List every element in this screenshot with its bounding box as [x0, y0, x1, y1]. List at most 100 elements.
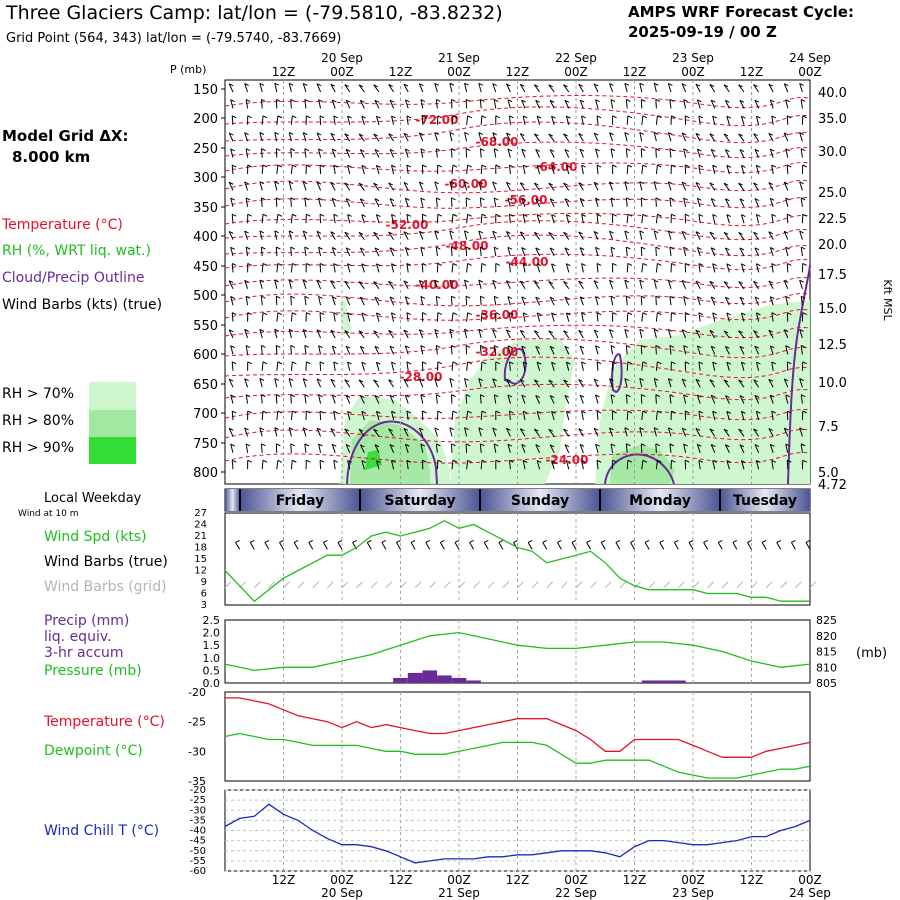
wind-barb	[451, 164, 454, 175]
wind-barb-flag	[436, 394, 441, 398]
wind-barb-flag	[436, 197, 441, 201]
wind-barb	[709, 330, 716, 339]
wind-barb	[641, 165, 644, 175]
wind-barb-flag	[465, 394, 471, 398]
wind-barb-flag	[683, 197, 688, 201]
wind-barb	[464, 132, 468, 142]
wind-barb-flag	[437, 459, 443, 463]
wind-barb-flag	[478, 82, 484, 86]
wind-barb	[624, 427, 628, 437]
wind-barb	[450, 148, 453, 158]
wind-barb	[506, 329, 511, 339]
wind-barb-flag	[609, 132, 614, 136]
wind-barbs-grid	[228, 82, 807, 470]
dewpoint-line	[224, 732, 811, 779]
wind-barb	[740, 312, 745, 322]
wind-barb	[754, 247, 760, 257]
wind-barb-flag	[683, 148, 688, 152]
wind-barb-flag	[756, 115, 761, 119]
wind-barb-flag	[596, 459, 602, 463]
wind-barb-flag	[725, 296, 730, 300]
wind-barb	[739, 247, 745, 257]
wind-barb-flag	[784, 132, 789, 136]
wind-barb	[478, 83, 482, 93]
wind-barb	[466, 411, 469, 421]
precip-bar	[656, 680, 672, 683]
wind-barb	[290, 345, 292, 355]
wind-barb	[493, 443, 497, 453]
wind-barb	[535, 444, 541, 454]
wind-barb-flag	[709, 330, 715, 333]
wind-barb-flag	[579, 247, 585, 251]
wind-barb	[535, 247, 541, 257]
wind-barb	[345, 444, 351, 454]
wind-barb-flag	[319, 410, 325, 414]
wind-barb	[712, 411, 716, 421]
wind-barb-flag	[507, 443, 513, 447]
isotherm-label: -32.00	[476, 345, 519, 359]
wind-barb-flag	[697, 443, 702, 447]
wind-barb	[785, 443, 789, 453]
wind-barb-flag	[303, 279, 308, 283]
wind-barb	[563, 84, 570, 93]
wind-barb-flag	[739, 198, 745, 202]
wind-barb-flag	[657, 263, 662, 266]
wind-barb	[391, 312, 395, 322]
wind-barb	[549, 395, 555, 404]
wind-barb-flag	[261, 344, 266, 348]
wind-barb-flag	[566, 312, 571, 316]
isotherm-label: -28.00	[400, 370, 443, 384]
wind-barb-flag	[536, 361, 542, 365]
wind-barb	[479, 345, 482, 355]
wind-barb-flag	[247, 361, 252, 365]
wind-barb-flag	[800, 99, 806, 102]
wind-barb	[404, 247, 409, 257]
wind-barb	[260, 99, 263, 109]
wind-barb-grid	[356, 581, 363, 589]
wind-barb-flag	[449, 328, 455, 332]
wind-barb-true	[366, 542, 372, 550]
wind-barb	[261, 410, 264, 421]
wind-barb	[290, 443, 292, 453]
wind-barb-flag	[753, 84, 758, 87]
top-hour-label: 12Z	[623, 65, 647, 79]
wind-barb	[551, 165, 555, 175]
kft-tick-label: 40.0	[818, 86, 847, 101]
wind-barb	[769, 247, 774, 257]
wind-barb	[450, 197, 453, 207]
wind-barb	[521, 395, 526, 404]
wind-barb-flag	[684, 361, 690, 365]
wind-barb	[653, 279, 657, 289]
wind-barb	[681, 427, 687, 437]
wind-barb-flag	[639, 82, 644, 86]
wind-barb-flag	[403, 132, 409, 136]
wind-barb-flag	[753, 330, 758, 333]
wind-barb-flag	[787, 459, 792, 463]
wind-barb-flag	[230, 296, 235, 299]
wind-barb	[290, 394, 292, 404]
wind-barb-flag	[274, 328, 279, 332]
wind-barb	[259, 378, 263, 388]
wind-barb-flag	[480, 344, 485, 348]
temp-tick-label: -30	[188, 745, 206, 758]
wind-barb-flag	[388, 379, 393, 383]
wind-barb-flag	[360, 444, 365, 448]
wind-barb	[464, 329, 468, 339]
wind-barb	[260, 345, 263, 355]
wind-barb-flag	[376, 460, 381, 464]
wind-barb-flag	[756, 361, 761, 365]
wind-barb	[653, 83, 657, 93]
wind-barb	[740, 411, 745, 421]
wind-barb	[374, 395, 380, 404]
wind-barb	[359, 395, 365, 404]
wind-barb	[466, 460, 469, 470]
wind-barb-flag	[451, 344, 456, 348]
wind-barb-flag	[277, 459, 283, 463]
wind-barb	[274, 427, 278, 437]
wind-barb	[480, 214, 483, 224]
wind-barb	[304, 247, 307, 257]
wind-barb-flag	[405, 148, 410, 152]
top-date-label: 23 Sep	[672, 51, 714, 65]
bottom-hour-label: 12Z	[623, 873, 647, 887]
wind-barb-flag	[681, 329, 687, 333]
